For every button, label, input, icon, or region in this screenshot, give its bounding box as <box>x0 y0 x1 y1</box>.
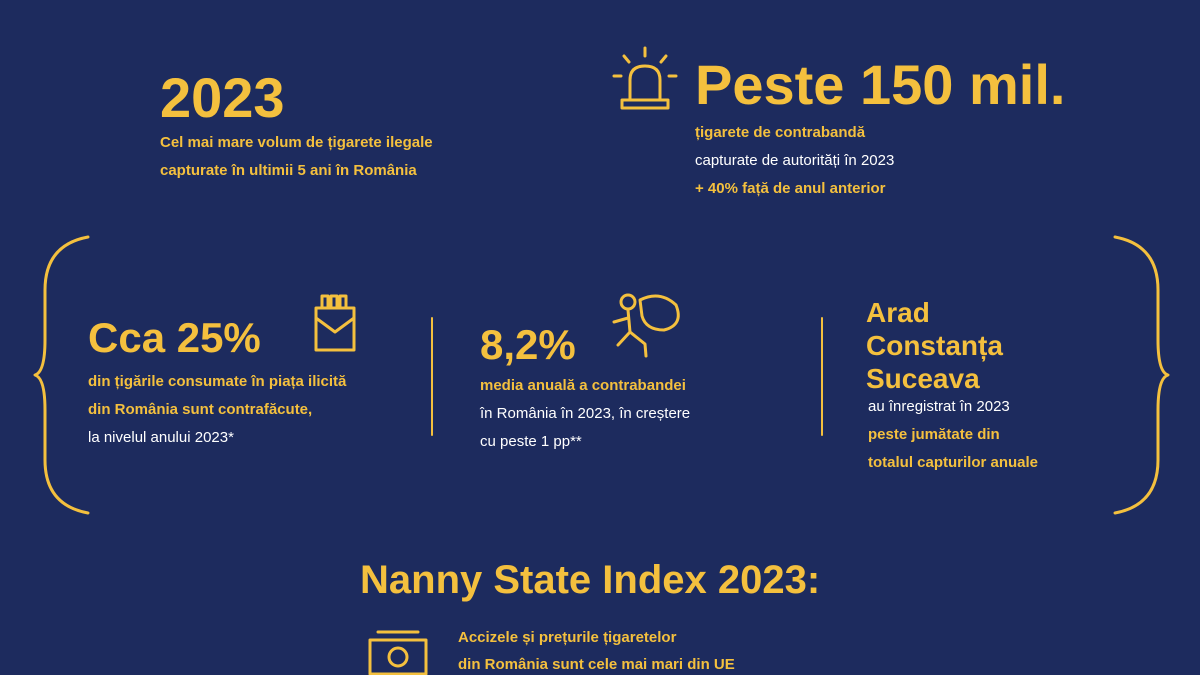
text-line: au înregistrat în 2023 <box>868 398 1010 415</box>
text-line: din România sunt contrafăcute, <box>88 401 313 418</box>
text-line: Cel mai mare volum de țigarete ilegale <box>160 134 433 151</box>
text-line: capturate în ultimii 5 ani în România <box>160 162 417 179</box>
headline: Peste 150 mil. <box>695 53 1066 116</box>
headline: 2023 <box>160 66 285 129</box>
headline: Cca 25% <box>88 314 261 361</box>
text-line: Accizele și prețurile țigaretelor <box>458 629 677 646</box>
text-line: cu peste 1 pp** <box>480 433 582 450</box>
city: Suceava <box>866 363 980 394</box>
text-line: totalul capturilor anuale <box>868 454 1039 471</box>
city: Arad <box>866 297 930 328</box>
text-line: + 40% față de anul anterior <box>695 180 886 197</box>
left-brace <box>33 235 90 515</box>
section-title: Nanny State Index 2023: <box>360 558 821 602</box>
text-line: media anuală a contrabandei <box>480 377 686 394</box>
cigarette-pack-icon <box>314 294 356 352</box>
alarm-icon <box>612 46 678 110</box>
right-brace <box>1113 235 1170 515</box>
money-icon <box>368 630 428 675</box>
text-line: țigarete de contrabandă <box>695 124 866 141</box>
text-line: peste jumătate din <box>868 426 1000 443</box>
text-line: din România sunt cele mai mari din UE <box>458 656 735 673</box>
text-line: la nivelul anului 2023* <box>88 429 234 446</box>
headline: 8,2% <box>480 321 576 368</box>
smuggler-icon <box>612 293 680 358</box>
text-line: din țigările consumate în piața ilicită <box>88 373 347 390</box>
text-line: capturate de autorități în 2023 <box>695 152 895 169</box>
city: Constanța <box>866 330 1003 361</box>
text-line: în România în 2023, în creștere <box>480 405 691 422</box>
